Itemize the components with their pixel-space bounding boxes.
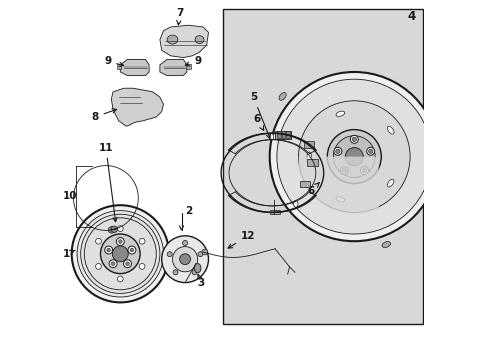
Ellipse shape xyxy=(269,134,273,140)
Ellipse shape xyxy=(335,111,344,116)
Text: 9: 9 xyxy=(185,56,201,66)
Text: 10: 10 xyxy=(62,191,77,201)
Ellipse shape xyxy=(195,36,203,44)
Text: 9: 9 xyxy=(104,56,123,67)
Ellipse shape xyxy=(381,242,390,248)
Circle shape xyxy=(109,260,117,268)
Circle shape xyxy=(104,246,112,254)
Circle shape xyxy=(72,205,168,302)
Bar xyxy=(285,131,289,138)
Circle shape xyxy=(172,247,197,272)
Text: 6: 6 xyxy=(307,183,319,196)
Bar xyxy=(223,9,422,324)
Circle shape xyxy=(276,79,431,234)
Circle shape xyxy=(117,276,123,282)
Circle shape xyxy=(198,252,203,257)
Circle shape xyxy=(101,234,140,274)
Circle shape xyxy=(128,246,136,254)
Ellipse shape xyxy=(279,93,285,100)
Circle shape xyxy=(335,149,339,153)
Bar xyxy=(300,181,310,187)
Circle shape xyxy=(139,264,145,269)
Ellipse shape xyxy=(293,201,297,207)
Circle shape xyxy=(123,260,131,268)
Circle shape xyxy=(341,168,346,173)
Ellipse shape xyxy=(386,179,393,187)
Polygon shape xyxy=(111,88,163,126)
Circle shape xyxy=(112,246,128,262)
Circle shape xyxy=(84,218,156,290)
Ellipse shape xyxy=(386,126,393,134)
Ellipse shape xyxy=(194,264,201,273)
Text: 7: 7 xyxy=(176,8,183,25)
Circle shape xyxy=(95,264,101,269)
Circle shape xyxy=(77,211,163,297)
Ellipse shape xyxy=(335,197,344,202)
Text: 4: 4 xyxy=(407,10,415,23)
Text: 11: 11 xyxy=(99,143,117,222)
Circle shape xyxy=(345,148,363,166)
Circle shape xyxy=(130,248,133,252)
Circle shape xyxy=(333,147,341,155)
Polygon shape xyxy=(160,25,208,58)
Circle shape xyxy=(179,254,190,265)
Circle shape xyxy=(182,240,187,246)
Circle shape xyxy=(118,240,122,243)
Circle shape xyxy=(107,248,110,252)
Ellipse shape xyxy=(167,35,178,44)
Circle shape xyxy=(192,270,197,275)
Bar xyxy=(276,131,280,138)
Circle shape xyxy=(349,135,358,143)
Text: 2: 2 xyxy=(179,206,192,230)
Polygon shape xyxy=(120,59,149,76)
Circle shape xyxy=(117,226,123,231)
Circle shape xyxy=(108,227,115,233)
Circle shape xyxy=(366,147,374,155)
Text: 8: 8 xyxy=(91,109,116,122)
Bar xyxy=(117,64,121,69)
Circle shape xyxy=(167,252,172,257)
Circle shape xyxy=(298,101,409,212)
Bar xyxy=(269,210,280,214)
Circle shape xyxy=(326,130,381,184)
Circle shape xyxy=(111,262,115,266)
Bar xyxy=(275,131,291,139)
Text: 1: 1 xyxy=(62,249,75,259)
Ellipse shape xyxy=(438,120,444,129)
Bar xyxy=(186,64,190,69)
Circle shape xyxy=(362,168,366,173)
Bar xyxy=(307,159,317,166)
Circle shape xyxy=(202,249,207,255)
Circle shape xyxy=(368,149,372,153)
Text: 6: 6 xyxy=(253,114,263,130)
Text: 3: 3 xyxy=(197,275,204,288)
Circle shape xyxy=(125,262,129,266)
Circle shape xyxy=(340,167,347,175)
Ellipse shape xyxy=(438,184,444,193)
Circle shape xyxy=(162,236,208,283)
Ellipse shape xyxy=(306,152,311,161)
Circle shape xyxy=(139,238,145,244)
Circle shape xyxy=(81,214,160,293)
Circle shape xyxy=(116,238,124,246)
Circle shape xyxy=(269,72,438,241)
Text: 12: 12 xyxy=(228,231,255,248)
Circle shape xyxy=(95,238,101,244)
Polygon shape xyxy=(160,59,186,76)
Circle shape xyxy=(333,136,374,177)
Bar xyxy=(281,131,285,138)
Circle shape xyxy=(360,167,367,175)
Circle shape xyxy=(111,226,117,233)
Circle shape xyxy=(173,270,178,275)
Text: 5: 5 xyxy=(249,92,270,139)
Circle shape xyxy=(351,137,356,141)
Bar xyxy=(303,141,313,148)
